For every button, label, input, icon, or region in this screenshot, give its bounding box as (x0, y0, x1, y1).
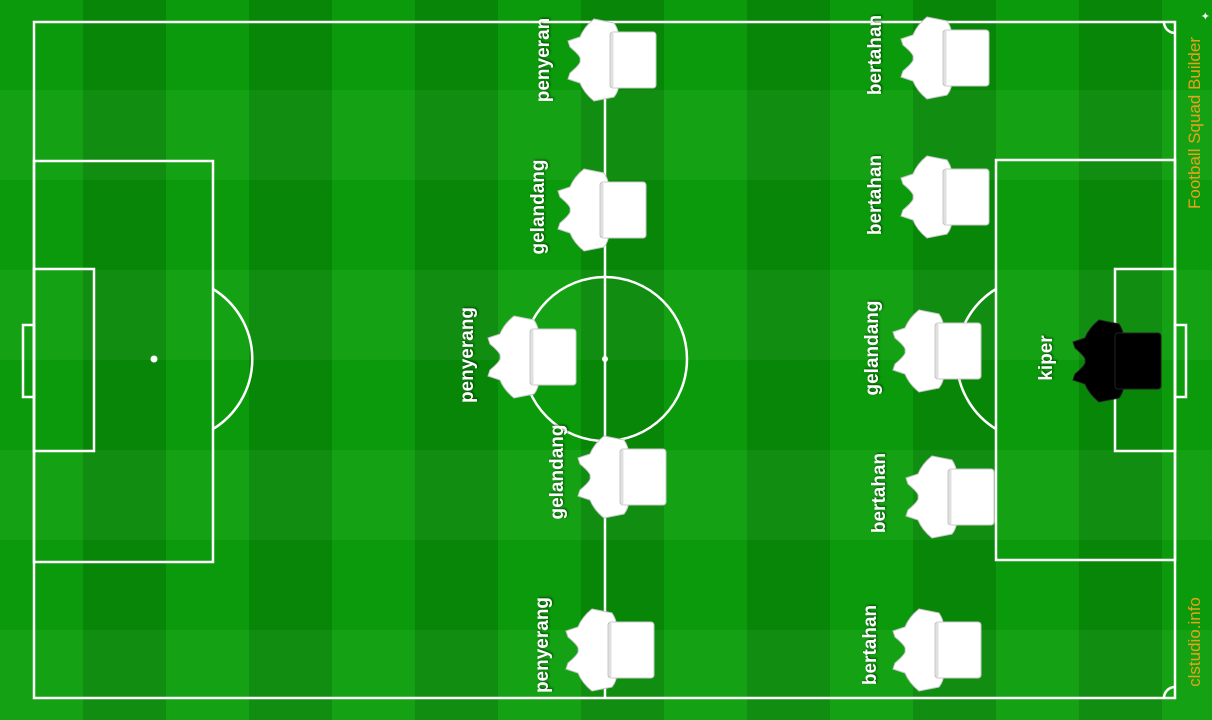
player-position-label[interactable]: gelandang (547, 424, 568, 520)
player-shirt-icon[interactable] (480, 312, 590, 402)
left-penalty-spot (150, 355, 158, 363)
player-position-label[interactable]: gelandang (862, 300, 883, 396)
player-shirt-icon[interactable] (885, 605, 995, 695)
player-shirt-icon[interactable] (885, 306, 995, 396)
left-goal (21, 323, 36, 399)
player-shirt-icon[interactable] (893, 152, 1003, 242)
player-shirt-icon[interactable] (570, 432, 680, 522)
player-position-label[interactable]: penyerang (532, 596, 553, 694)
center-spot (602, 356, 608, 362)
player-position-label[interactable]: gelandang (528, 159, 549, 255)
player-position-label[interactable]: bertahan (865, 154, 886, 236)
left-penalty-box (32, 159, 215, 564)
right-goal (1173, 323, 1188, 399)
player-position-label[interactable]: kiper (1036, 335, 1057, 381)
player-shirt-icon[interactable] (558, 605, 668, 695)
goalkeeper-shirt-icon[interactable] (1065, 316, 1175, 406)
player-shirt-icon[interactable] (893, 13, 1003, 103)
left-penalty-arc (212, 287, 254, 431)
corner-arc-top-right (1162, 21, 1176, 35)
player-shirt-icon[interactable] (898, 452, 1008, 542)
player-shirt-icon[interactable] (560, 15, 670, 105)
player-position-label[interactable]: penyeran (533, 17, 554, 103)
app-title: Football Squad Builder (1185, 36, 1204, 210)
player-position-label[interactable]: bertahan (860, 604, 881, 686)
resize-handle-icon[interactable]: ✦ (1200, 11, 1210, 23)
player-position-label[interactable]: penyerang (457, 306, 478, 404)
player-shirt-icon[interactable] (550, 165, 660, 255)
corner-arc-bottom-right (1162, 685, 1176, 699)
player-position-label[interactable]: bertahan (869, 452, 890, 534)
player-position-label[interactable]: bertahan (865, 14, 886, 96)
left-goal-area (32, 267, 96, 453)
website-link[interactable]: clstudio.info (1185, 597, 1204, 687)
